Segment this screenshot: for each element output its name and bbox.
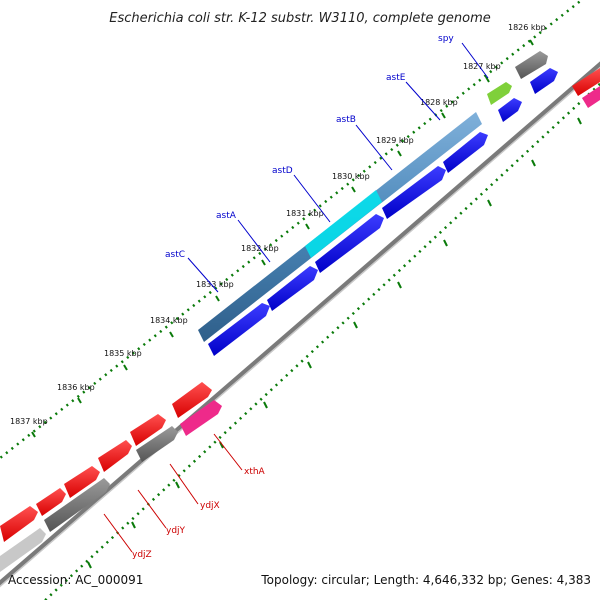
cds-astB — [382, 166, 446, 219]
tick-label-1837: 1837 kbp — [10, 417, 48, 426]
outer-kbp-tick — [123, 364, 128, 371]
tick-label-1834: 1834 kbp — [150, 316, 188, 325]
inner-kbp-tick — [87, 561, 92, 569]
gene-label-spy: spy — [438, 34, 454, 44]
inner-kbp-tick — [487, 199, 492, 207]
right-edge-features — [572, 68, 600, 108]
inner-kbp-tick — [307, 361, 312, 369]
forward-gene-labels — [187, 42, 489, 293]
inner-kbp-tick — [577, 117, 582, 125]
inner-kbp-tick — [397, 281, 402, 289]
tick-labels: 1826 kbp 1827 kbp 1828 kbp 1829 kbp 1830… — [10, 23, 546, 426]
gene-label-astC: astC — [165, 250, 185, 260]
inner-kbp-tick — [531, 159, 536, 167]
leader-astC — [187, 257, 219, 293]
reverse-gene-leaders — [103, 433, 243, 553]
topology-label: Topology: circular; Length: 4,646,332 bp… — [261, 573, 591, 587]
cds-red-6 — [0, 506, 38, 542]
cds-red-1 — [172, 382, 212, 418]
inner-kbp-tick — [263, 401, 268, 409]
leader-ydjX — [169, 463, 199, 505]
highlighted-region — [305, 190, 382, 258]
pink-feature-xthA — [180, 400, 222, 436]
genome-backbone-shadow — [0, 66, 600, 588]
outer-kbp-tick — [215, 295, 220, 302]
inner-kbp-tick — [443, 239, 448, 247]
accession-label: Accession: AC_000091 — [8, 573, 144, 587]
gene-label-astA: astA — [216, 211, 237, 221]
outer-kbp-tick — [305, 223, 310, 230]
leader-xthA — [213, 433, 243, 471]
forward-cds-track — [208, 51, 558, 356]
gray-feature-top — [515, 51, 548, 79]
leader-astB — [355, 124, 393, 171]
outer-kbp-tick — [77, 397, 82, 404]
leader-spy — [461, 42, 489, 79]
gray-feature-ydjX — [136, 426, 178, 462]
cds-astC — [208, 303, 270, 356]
inner-tick-marks — [87, 117, 582, 569]
gene-label-ydjX: ydjX — [200, 501, 220, 511]
leader-astD — [293, 174, 331, 223]
outer-kbp-tick — [441, 112, 446, 119]
ast-operon-bar — [198, 112, 482, 342]
outer-kbp-tick — [485, 76, 490, 83]
reverse-gene-names: xthA ydjX ydjY ydjZ — [132, 467, 266, 560]
outer-kbp-tick — [31, 431, 36, 438]
cds-red-5 — [36, 488, 66, 516]
outer-kbp-tick — [261, 259, 266, 266]
cds-astE — [443, 132, 488, 173]
tick-label-1833: 1833 kbp — [196, 280, 234, 289]
tick-label-1831: 1831 kbp — [286, 209, 324, 218]
cds-astA — [267, 266, 318, 311]
genome-backbone — [0, 61, 600, 587]
gene-label-astB: astB — [336, 115, 356, 125]
inner-kbp-tick — [175, 481, 180, 489]
leader-ydjZ — [103, 513, 133, 553]
gene-label-astD: astD — [272, 166, 293, 176]
cds-right-1 — [530, 68, 558, 94]
tick-label-1836: 1836 kbp — [57, 383, 95, 392]
tick-label-1830: 1830 kbp — [332, 172, 370, 181]
cds-spy — [498, 98, 522, 122]
cds-astD — [315, 214, 384, 273]
gene-label-astE: astE — [386, 73, 406, 83]
reverse-cds-track — [0, 382, 222, 572]
tick-label-1826: 1826 kbp — [508, 23, 546, 32]
tick-label-1829: 1829 kbp — [376, 136, 414, 145]
outer-kbp-tick — [351, 186, 356, 193]
gene-label-xthA: xthA — [244, 467, 266, 477]
outer-kbp-tick — [397, 150, 402, 157]
gene-label-ydjY: ydjY — [166, 526, 186, 536]
leader-astE — [405, 81, 441, 121]
tick-label-1835: 1835 kbp — [104, 349, 142, 358]
cds-red-2 — [130, 414, 166, 446]
gray-feature-ydjY — [44, 478, 110, 532]
cds-red-3 — [98, 440, 132, 472]
tick-label-1827: 1827 kbp — [463, 62, 501, 71]
light-feature-ydjZ — [0, 528, 46, 572]
map-title: Escherichia coli str. K-12 substr. W3110… — [109, 11, 490, 26]
tick-label-1828: 1828 kbp — [420, 98, 458, 107]
outer-kbp-tick — [529, 39, 534, 46]
inner-kbp-tick — [131, 521, 136, 529]
outer-kbp-tick — [169, 331, 174, 338]
long-tick-marks — [31, 39, 534, 438]
cds-red-4 — [64, 466, 100, 498]
forward-gene-names: spy astE astB astD astA astC — [165, 34, 454, 260]
leader-astA — [237, 219, 271, 263]
leader-ydjY — [137, 489, 167, 529]
green-feature-spy — [487, 82, 512, 105]
inner-tick-ring — [43, 82, 600, 600]
inner-kbp-tick — [353, 321, 358, 329]
gene-label-ydjZ: ydjZ — [132, 550, 152, 560]
